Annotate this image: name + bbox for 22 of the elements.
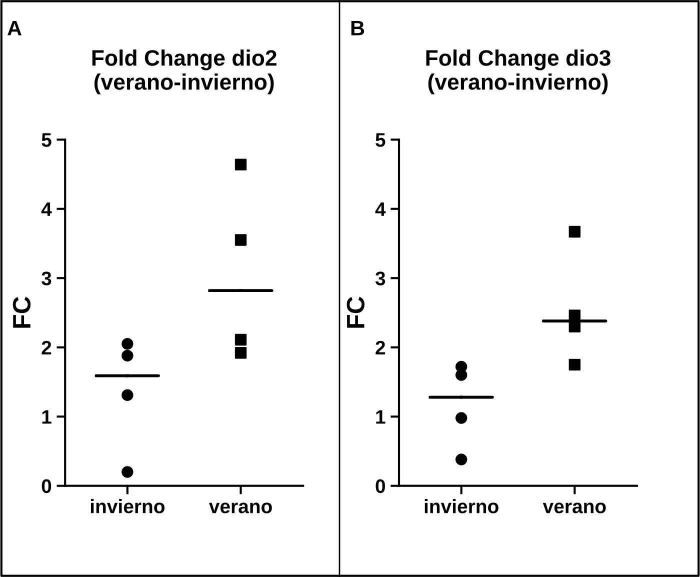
x-tick-label: invierno [90,499,164,514]
y-tick-label: 1 [376,410,386,424]
y-tick-label: 2 [42,340,52,354]
y-axis-title: FC [346,296,364,328]
y-tick-label: 1 [42,410,52,424]
text: A [8,20,22,36]
chart-title: Fold Change dio3 (verano-invierno) [426,49,610,94]
y-axis-title: FC [12,296,31,328]
text: B [351,20,364,36]
x-tick-label: verano [208,502,272,514]
chart-title: Fold Change dio2 (verano-invierno) [92,49,276,94]
y-tick-label: 4 [41,202,52,216]
x-tick-label: invierno [424,499,498,514]
y-tick-label: 0 [42,479,52,494]
y-tick-label: 5 [376,133,386,147]
y-tick-label: 4 [375,202,386,216]
y-tick-label: 3 [42,272,52,286]
y-tick-label: 0 [376,479,386,494]
y-tick-label: 2 [376,340,386,354]
y-tick-label: 3 [375,272,386,286]
y-tick-label: 5 [42,133,52,147]
x-tick-label: verano [542,502,606,514]
